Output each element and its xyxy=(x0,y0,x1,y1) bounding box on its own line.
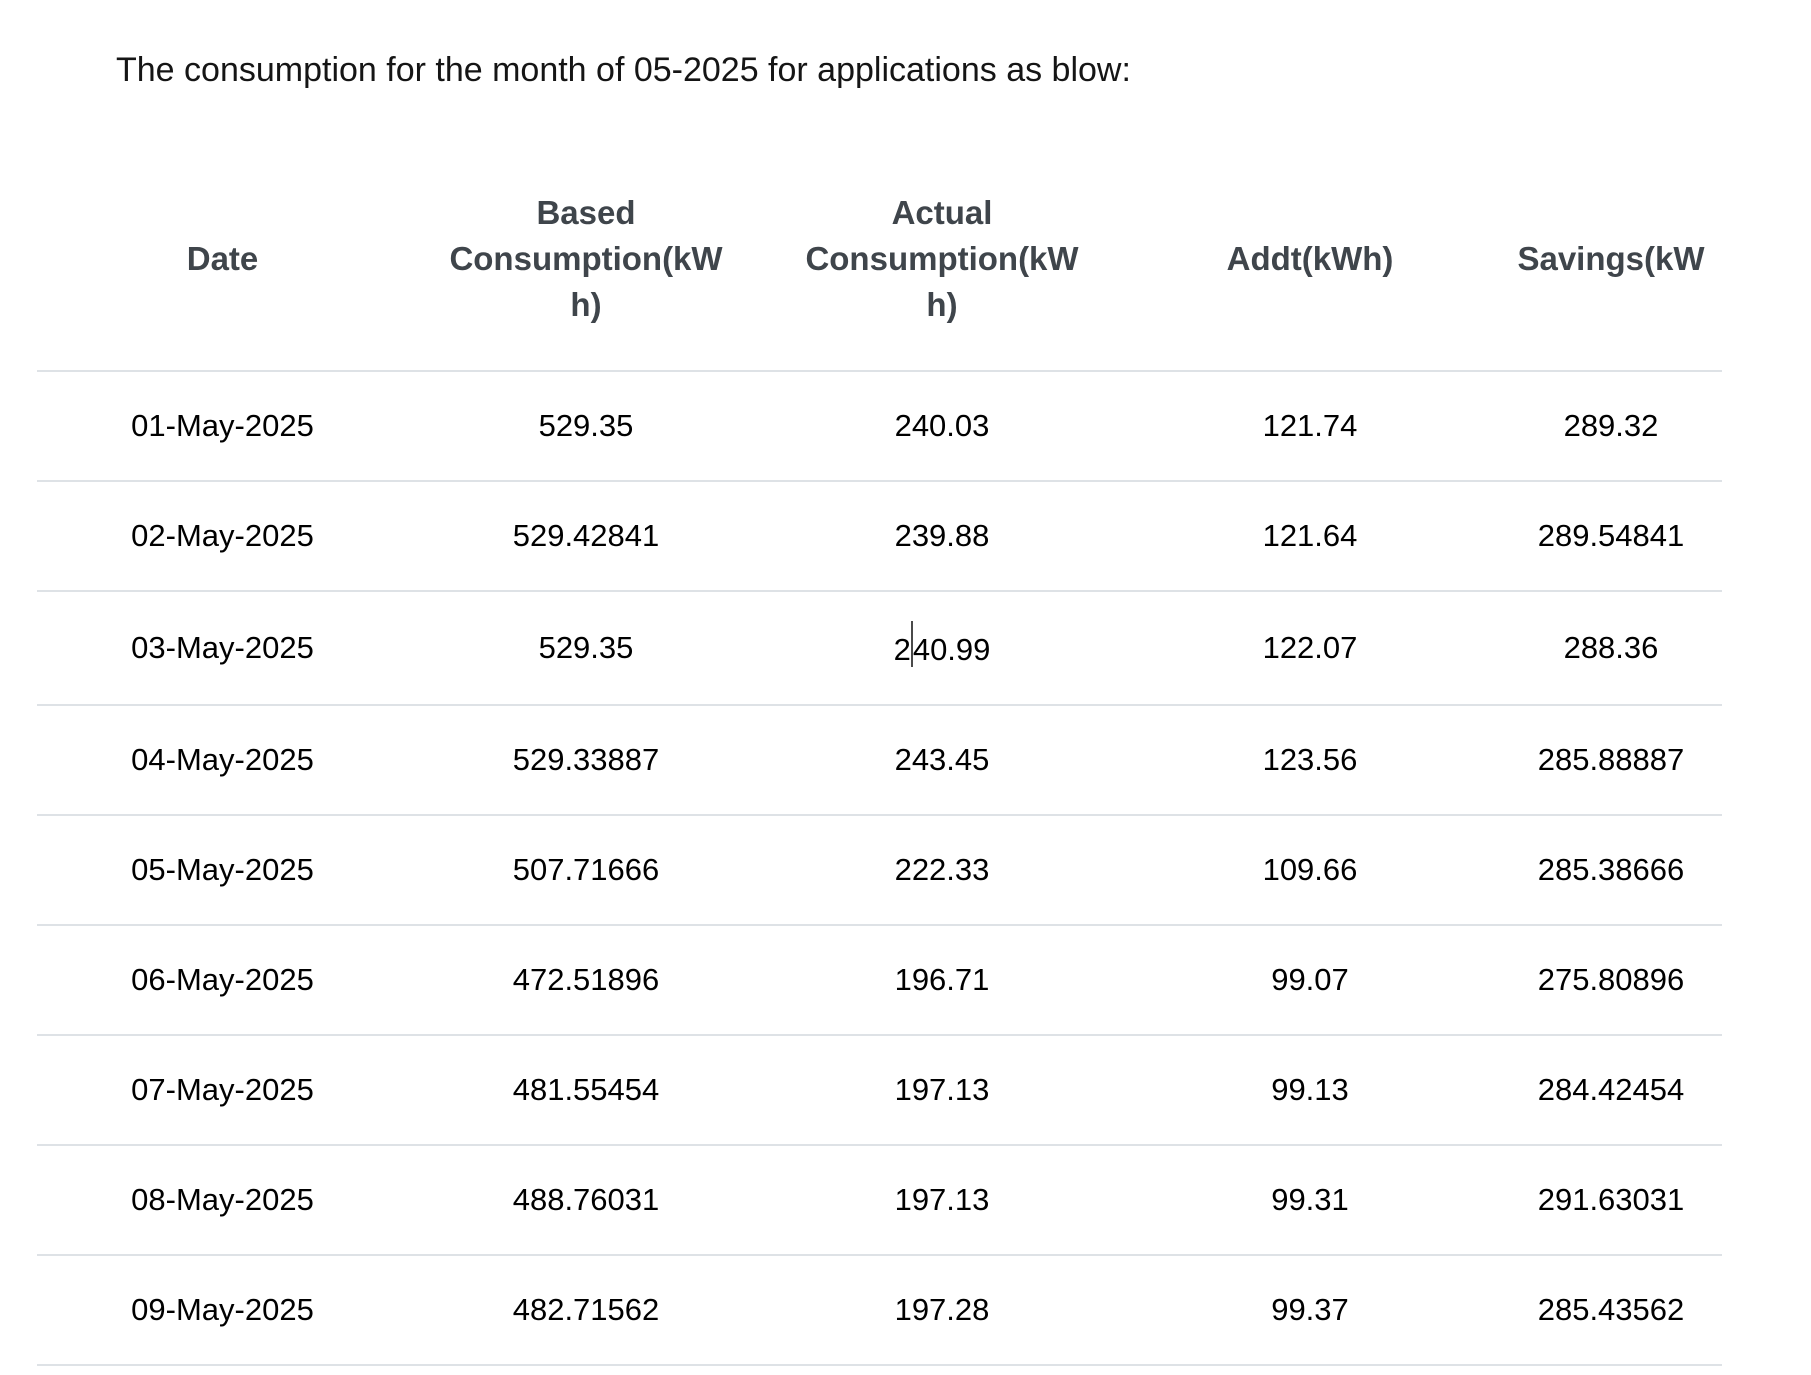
cell-addt[interactable]: 123.56 xyxy=(1262,741,1358,777)
cell-addt[interactable]: 99.07 xyxy=(1271,961,1349,997)
cell-based-consumption[interactable]: 529.33887 xyxy=(512,741,660,777)
cell-based-consumption[interactable]: 529.42841 xyxy=(512,517,660,553)
text-caret xyxy=(910,620,913,667)
cell-savings[interactable]: 275.80896 xyxy=(1537,961,1685,997)
table-row: 08-May-2025 488.76031 197.13 99.31 291.6… xyxy=(37,1145,1722,1255)
cell-date[interactable]: 03-May-2025 xyxy=(131,629,314,665)
column-header-label: Actual xyxy=(891,193,993,231)
cell-date[interactable]: 06-May-2025 xyxy=(131,961,314,997)
column-header-date: Date xyxy=(37,148,408,371)
cell-actual-consumption[interactable]: 196.71 xyxy=(894,961,990,997)
cell-date[interactable]: 08-May-2025 xyxy=(131,1181,314,1217)
cell-addt[interactable]: 109.66 xyxy=(1262,851,1358,887)
cell-based-consumption[interactable]: 488.76031 xyxy=(512,1181,660,1217)
cell-savings[interactable]: 285.38666 xyxy=(1537,851,1685,887)
table-row: 03-May-2025 529.35 240.99 122.07 288.36 xyxy=(37,591,1722,705)
cell-based-consumption[interactable]: 507.71666 xyxy=(512,851,660,887)
cell-savings[interactable]: 285.88887 xyxy=(1537,741,1685,777)
cell-savings[interactable]: 284.42454 xyxy=(1537,1071,1685,1107)
cell-actual-consumption[interactable]: 197.13 xyxy=(894,1181,990,1217)
cell-date[interactable]: 09-May-2025 xyxy=(131,1291,314,1327)
cell-savings[interactable]: 289.54841 xyxy=(1537,517,1685,553)
cell-actual-consumption[interactable]: 240.03 xyxy=(894,407,990,443)
cell-savings[interactable]: 289.32 xyxy=(1563,407,1659,443)
cell-date[interactable]: 01-May-2025 xyxy=(131,407,314,443)
cell-actual-consumption[interactable]: 197.13 xyxy=(894,1071,990,1107)
table-header-row: Date Based Consumption(kW h) Actual Cons… xyxy=(37,148,1722,371)
cell-actual-consumption[interactable]: 197.28 xyxy=(894,1291,990,1327)
column-header-label: Date xyxy=(186,239,259,277)
cell-based-consumption[interactable]: 529.35 xyxy=(538,629,634,665)
cell-date[interactable]: 05-May-2025 xyxy=(131,851,314,887)
table-row: 05-May-2025 507.71666 222.33 109.66 285.… xyxy=(37,815,1722,925)
consumption-table: Date Based Consumption(kW h) Actual Cons… xyxy=(37,148,1722,1366)
cell-actual-consumption[interactable]: 239.88 xyxy=(894,517,990,553)
cell-actual-consumption[interactable]: 222.33 xyxy=(894,851,990,887)
cell-addt[interactable]: 99.31 xyxy=(1271,1181,1349,1217)
column-header-savings: Savings(kW xyxy=(1500,148,1722,371)
table-row: 06-May-2025 472.51896 196.71 99.07 275.8… xyxy=(37,925,1722,1035)
cell-actual-consumption[interactable]: 243.45 xyxy=(894,741,990,777)
table-body: 01-May-2025 529.35 240.03 121.74 289.32 … xyxy=(37,371,1722,1365)
cell-actual-consumption[interactable]: 240.99 xyxy=(764,591,1120,705)
cell-date[interactable]: 07-May-2025 xyxy=(131,1071,314,1107)
column-header-label: Savings(kW xyxy=(1517,239,1705,277)
table-row: 02-May-2025 529.42841 239.88 121.64 289.… xyxy=(37,481,1722,591)
column-header-based-consumption: Based Consumption(kW h) xyxy=(408,148,764,371)
table-row: 04-May-2025 529.33887 243.45 123.56 285.… xyxy=(37,705,1722,815)
cell-addt[interactable]: 121.74 xyxy=(1262,407,1358,443)
cell-addt[interactable]: 99.37 xyxy=(1271,1291,1349,1327)
cell-based-consumption[interactable]: 472.51896 xyxy=(512,961,660,997)
cell-addt[interactable]: 99.13 xyxy=(1271,1071,1349,1107)
cell-date[interactable]: 04-May-2025 xyxy=(131,741,314,777)
cell-savings[interactable]: 288.36 xyxy=(1563,629,1659,665)
cell-based-consumption[interactable]: 482.71562 xyxy=(512,1291,660,1327)
column-header-label: Based xyxy=(536,193,636,231)
column-header-addt: Addt(kWh) xyxy=(1120,148,1500,371)
column-header-label: Addt(kWh) xyxy=(1226,239,1394,277)
cell-savings[interactable]: 285.43562 xyxy=(1537,1291,1685,1327)
cell-addt[interactable]: 122.07 xyxy=(1262,629,1358,665)
cell-savings[interactable]: 291.63031 xyxy=(1537,1181,1685,1217)
cell-based-consumption[interactable]: 529.35 xyxy=(538,407,634,443)
cell-date[interactable]: 02-May-2025 xyxy=(131,517,314,553)
table-row: 09-May-2025 482.71562 197.28 99.37 285.4… xyxy=(37,1255,1722,1365)
column-header-actual-consumption: Actual Consumption(kW h) xyxy=(764,148,1120,371)
cell-addt[interactable]: 121.64 xyxy=(1262,517,1358,553)
table-row: 01-May-2025 529.35 240.03 121.74 289.32 xyxy=(37,371,1722,481)
table-row: 07-May-2025 481.55454 197.13 99.13 284.4… xyxy=(37,1035,1722,1145)
cell-based-consumption[interactable]: 481.55454 xyxy=(512,1071,660,1107)
page-title: The consumption for the month of 05-2025… xyxy=(116,51,1131,89)
